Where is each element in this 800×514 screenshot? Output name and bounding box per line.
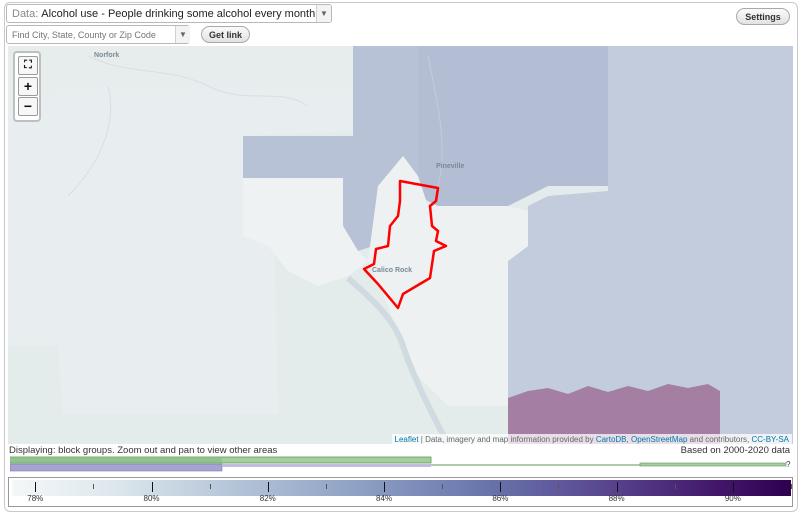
osm-link[interactable]: OpenStreetMap bbox=[630, 435, 688, 444]
legend-tick-label: 80% bbox=[143, 494, 160, 503]
legend-major-tick bbox=[500, 482, 502, 492]
location-search-input[interactable] bbox=[6, 25, 190, 44]
legend-major-tick bbox=[384, 482, 386, 492]
display-status: Displaying: block groups. Zoom out and p… bbox=[9, 445, 278, 456]
legend-minor-tick bbox=[209, 484, 211, 489]
tract-light-westcentral bbox=[243, 178, 368, 286]
legend-tick-label: 82% bbox=[259, 494, 276, 503]
cartodb-link[interactable]: CartoDB bbox=[595, 435, 627, 444]
place-label-calico-rock: Calico Rock bbox=[372, 267, 413, 274]
license-link[interactable]: CC-BY-SA bbox=[751, 435, 790, 444]
legend-major-tick bbox=[151, 482, 153, 492]
legend-tick-label: 78% bbox=[27, 494, 44, 503]
legend-minor-tick bbox=[674, 484, 676, 489]
map-layer bbox=[8, 46, 793, 444]
attribution-tail: and contributors, bbox=[687, 435, 752, 444]
road-line bbox=[87, 55, 309, 107]
tract-northwest bbox=[8, 46, 353, 101]
selected-area-outline[interactable] bbox=[362, 179, 448, 310]
tract-blue-pineville bbox=[418, 46, 608, 206]
chevron-down-icon[interactable]: ▼ bbox=[316, 5, 331, 22]
color-legend: 78% 80% 82% 84% 86% 88% 90% bbox=[8, 477, 793, 507]
place-label-pineville: Pineville bbox=[436, 163, 465, 170]
data-variable-select[interactable]: Data: Alcohol use - People drinking some … bbox=[6, 4, 332, 23]
search-dropdown-chevron-icon[interactable]: ▼ bbox=[175, 26, 190, 43]
zoom-out-button[interactable]: − bbox=[18, 97, 38, 116]
legend-tick-label: 90% bbox=[724, 494, 741, 503]
histogram-bar-range bbox=[222, 464, 431, 467]
river bbox=[345, 275, 451, 444]
map-canvas[interactable]: Norfork Pineville Calico Rock bbox=[8, 46, 793, 444]
legend-minor-tick bbox=[442, 484, 444, 489]
legend-minor-tick bbox=[791, 484, 792, 489]
legend-minor-tick bbox=[93, 484, 95, 489]
legend-minor-tick bbox=[558, 484, 560, 489]
tract-blue-north-central bbox=[243, 46, 418, 251]
legend-major-tick bbox=[616, 482, 618, 492]
tract-purple-south bbox=[508, 384, 720, 444]
legend-tick-label: 86% bbox=[492, 494, 509, 503]
histogram-bar-inner bbox=[10, 458, 222, 462]
get-link-button[interactable]: Get link bbox=[201, 26, 250, 43]
legend-tick-label: 84% bbox=[376, 494, 393, 503]
histogram-bar-right bbox=[639, 462, 787, 467]
road-line bbox=[67, 85, 112, 197]
histogram-marker: ? bbox=[786, 460, 791, 469]
tract-light-central bbox=[368, 156, 528, 406]
data-select-value: Alcohol use - People drinking some alcoh… bbox=[41, 8, 332, 20]
data-basis-note: Based on 2000-2020 data bbox=[680, 445, 790, 456]
tract-blue-east bbox=[508, 46, 793, 444]
tract-west bbox=[8, 46, 353, 414]
data-select-prefix: Data: bbox=[12, 8, 39, 20]
place-label-norfork: Norfork bbox=[94, 52, 120, 59]
legend-tick-label: 88% bbox=[608, 494, 625, 503]
settings-button[interactable]: Settings bbox=[736, 8, 790, 25]
zoom-extent-icon[interactable]: ⛶ bbox=[18, 56, 38, 75]
attribution-text: | Data, imagery and map information prov… bbox=[418, 435, 596, 444]
legend-minor-tick bbox=[325, 484, 327, 489]
legend-major-tick bbox=[35, 482, 37, 492]
legend-color-ramp bbox=[12, 480, 791, 496]
legend-major-tick bbox=[732, 482, 734, 492]
zoom-in-button[interactable]: + bbox=[18, 77, 38, 96]
range-histogram: ? bbox=[10, 456, 791, 472]
histogram-bar-area bbox=[10, 463, 223, 472]
zoom-control: ⛶ + − bbox=[13, 51, 41, 122]
road-line bbox=[427, 55, 443, 187]
legend-major-tick bbox=[267, 482, 269, 492]
map-attribution: Leaflet | Data, imagery and map informat… bbox=[391, 434, 792, 445]
attribution-comma: , bbox=[626, 435, 631, 444]
leaflet-link[interactable]: Leaflet bbox=[394, 435, 419, 444]
